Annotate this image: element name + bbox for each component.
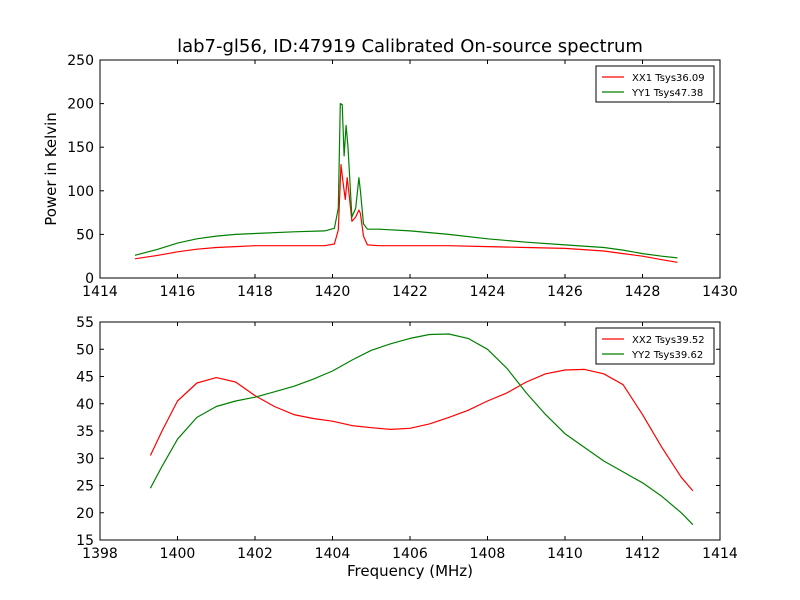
legend-1: XX2 Tsys39.52 YY2 Tsys39.62: [595, 327, 715, 365]
bottom-panel: 1398 1400 1402 1404 1406 1408 1410 1412 1414 15 20…: [76, 315, 738, 580]
legend-label-1-1: YY2 Tsys39.62: [631, 350, 703, 361]
y-tick-label-1-3: 30: [76, 451, 94, 467]
series-line-1-0: [149, 368, 694, 492]
x-tick-label-1-6: 1410: [547, 546, 583, 562]
legend-label-0-1: YY1 Tsys47.38: [631, 88, 703, 99]
y-tick-label-1-7: 50: [76, 342, 94, 358]
x-axis-label-1: Frequency (MHz): [347, 562, 473, 580]
x-tick-label-0-5: 1424: [470, 284, 506, 300]
series-line-1-1: [149, 333, 694, 526]
y-tick-label-1-8: 55: [76, 315, 94, 331]
y-tick-label-1-2: 25: [76, 479, 94, 495]
x-tick-label-1-5: 1408: [470, 546, 506, 562]
x-tick-label-0-8: 1430: [702, 284, 738, 300]
legend-box-1: [595, 327, 715, 365]
x-tick-label-0-0: 1414: [82, 284, 118, 300]
x-tick-label-1-7: 1412: [625, 546, 661, 562]
series-line-0-1: [134, 102, 678, 259]
y-tick-label-1-1: 20: [76, 506, 94, 522]
y-tick-label-0-0: 0: [85, 271, 94, 287]
y-tick-label-0-4: 200: [67, 97, 94, 113]
legend-0: XX1 Tsys36.09 YY1 Tsys47.38: [595, 65, 715, 103]
legend-label-0-0: XX1 Tsys36.09: [632, 73, 705, 84]
x-tick-label-1-2: 1402: [237, 546, 273, 562]
x-tick-label-0-4: 1422: [392, 284, 428, 300]
x-tick-label-0-3: 1420: [315, 284, 351, 300]
chart-title: lab7-gl56, ID:47919 Calibrated On-source…: [177, 36, 643, 57]
y-tick-label-0-1: 50: [76, 227, 94, 243]
x-tick-label-1-4: 1406: [392, 546, 428, 562]
y-axis-label-0: Power in Kelvin: [42, 112, 60, 226]
top-panel: 1414 1416 1418 1420 1422 1424 1426 1428 1430 0 50 1…: [42, 53, 738, 300]
y-tick-label-0-5: 250: [67, 53, 94, 69]
y-tick-label-1-4: 35: [76, 424, 94, 440]
x-tick-label-0-6: 1426: [547, 284, 583, 300]
y-tick-label-0-3: 150: [67, 140, 94, 156]
y-tick-label-1-6: 45: [76, 370, 94, 386]
y-tick-label-1-0: 15: [76, 533, 94, 549]
series-line-0-0: [134, 164, 678, 263]
y-tick-label-1-5: 40: [76, 397, 94, 413]
y-tick-label-0-2: 100: [67, 184, 94, 200]
x-tick-label-1-3: 1404: [315, 546, 351, 562]
x-tick-label-0-7: 1428: [625, 284, 661, 300]
x-tick-label-1-8: 1414: [702, 546, 738, 562]
legend-label-1-0: XX2 Tsys39.52: [632, 335, 705, 346]
x-tick-label-1-0: 1398: [82, 546, 118, 562]
x-tick-label-0-1: 1416: [160, 284, 196, 300]
x-tick-label-0-2: 1418: [237, 284, 273, 300]
legend-box-0: [595, 65, 715, 103]
x-tick-label-1-1: 1400: [160, 546, 196, 562]
